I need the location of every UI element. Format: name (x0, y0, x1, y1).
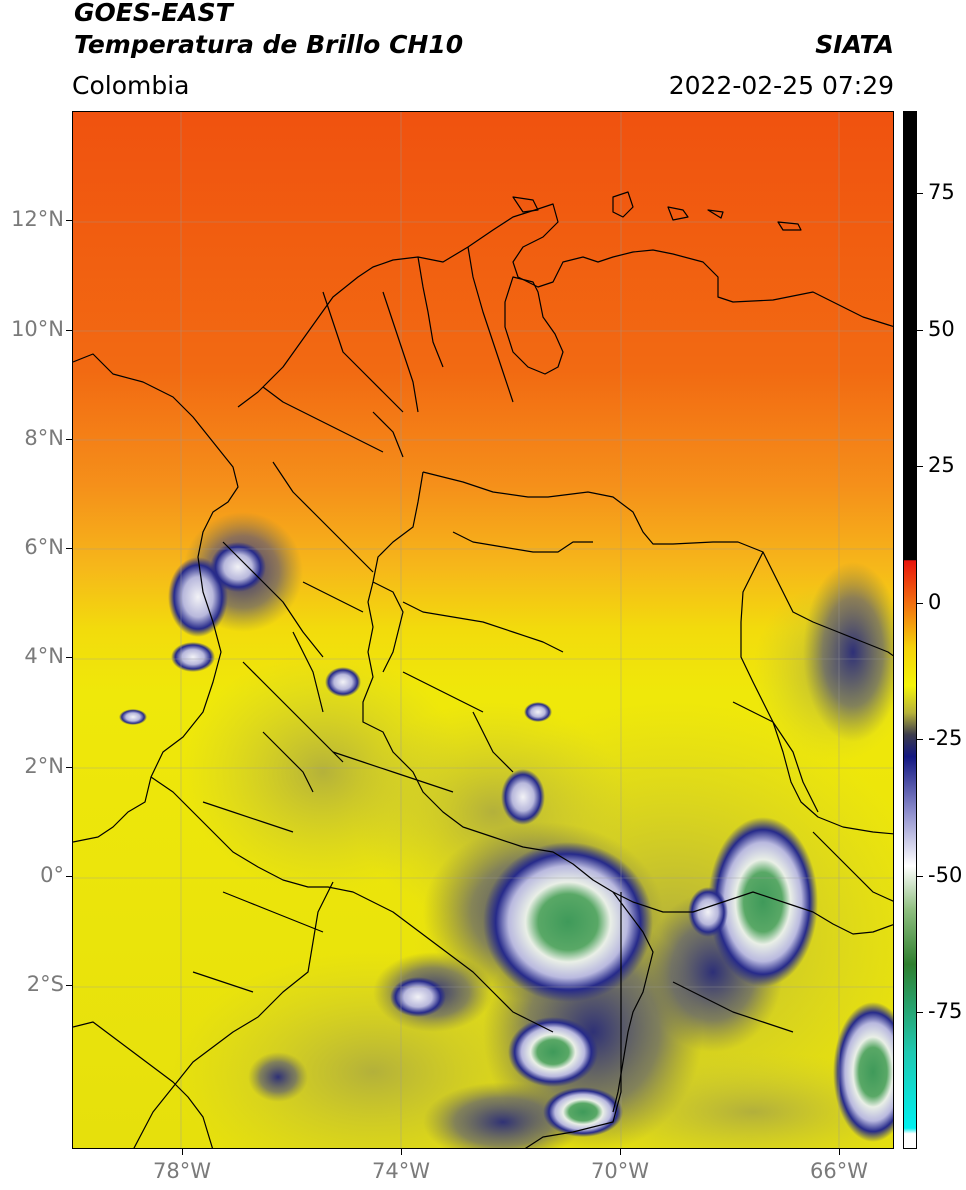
latitude-tick (66, 767, 72, 768)
latitude-label: 10°N (11, 317, 64, 341)
longitude-label: 70°W (591, 1159, 649, 1183)
latitude-tick (66, 876, 72, 877)
latitude-label: 8°N (24, 426, 64, 450)
longitude-label: 66°W (810, 1159, 868, 1183)
longitude-tick (620, 1149, 621, 1155)
colorbar-tick (917, 876, 923, 877)
timestamp-label: 2022-02-25 07:29 (668, 71, 894, 100)
longitude-tick (401, 1149, 402, 1155)
latitude-label: 2°N (24, 754, 64, 778)
map-canvas (73, 112, 893, 1148)
brightness-temperature-field (73, 112, 893, 1148)
latitude-tick (66, 548, 72, 549)
map-panel[interactable] (72, 111, 894, 1149)
colorbar-tick (917, 739, 923, 740)
latitude-label: 4°N (24, 644, 64, 668)
longitude-tick (182, 1149, 183, 1155)
latitude-label: 6°N (24, 535, 64, 559)
longitude-label: 78°W (153, 1159, 211, 1183)
colorbar-tick-label: 50 (928, 317, 955, 341)
colorbar-tick-label: 25 (928, 453, 955, 477)
latitude-label: 2°S (26, 972, 64, 996)
latitude-label: 0° (40, 863, 64, 887)
latitude-tick (66, 657, 72, 658)
colorbar-tick-label: 0 (928, 590, 942, 614)
colorbar-gradient (904, 112, 916, 1148)
brand-label: SIATA (815, 30, 894, 59)
longitude-label: 74°W (372, 1159, 430, 1183)
country-borders (73, 191, 893, 1148)
region-label: Colombia (72, 71, 190, 100)
graticule (73, 112, 893, 1148)
title-line1: GOES-EAST (74, 0, 233, 27)
colorbar-tick (917, 1012, 923, 1013)
colorbar-tick-label: -50 (928, 863, 963, 887)
colorbar-tick (917, 330, 923, 331)
latitude-tick (66, 439, 72, 440)
colorbar-tick (917, 603, 923, 604)
colorbar-tick-label: -25 (928, 726, 963, 750)
latitude-tick (66, 330, 72, 331)
colorbar-tick (917, 193, 923, 194)
colorbar (903, 111, 917, 1149)
title-line2: Temperatura de Brillo CH10 (74, 30, 464, 59)
colorbar-tick-label: -75 (928, 999, 963, 1023)
latitude-tick (66, 220, 72, 221)
latitude-tick (66, 985, 72, 986)
longitude-tick (839, 1149, 840, 1155)
latitude-label: 12°N (11, 207, 64, 231)
colorbar-tick-label: 75 (928, 180, 955, 204)
colorbar-tick (917, 466, 923, 467)
